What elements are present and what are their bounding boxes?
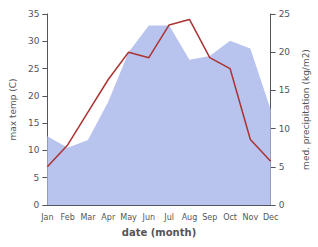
svg-text:20: 20 [28, 91, 40, 101]
svg-text:Oct: Oct [223, 213, 237, 222]
svg-text:Jul: Jul [163, 213, 174, 222]
svg-text:Nov: Nov [243, 213, 259, 222]
svg-text:Aug: Aug [182, 213, 198, 222]
svg-text:15: 15 [279, 85, 290, 95]
svg-text:30: 30 [28, 36, 40, 46]
svg-text:0: 0 [279, 200, 285, 210]
svg-text:10: 10 [279, 124, 291, 134]
svg-text:25: 25 [279, 9, 290, 19]
svg-text:5: 5 [34, 173, 40, 183]
svg-text:Jun: Jun [142, 213, 156, 222]
svg-text:Jan: Jan [40, 213, 53, 222]
svg-text:Mar: Mar [80, 213, 96, 222]
svg-text:5: 5 [279, 162, 285, 172]
svg-text:20: 20 [279, 47, 291, 57]
svg-text:10: 10 [28, 145, 40, 155]
svg-text:Sep: Sep [202, 213, 217, 222]
svg-text:25: 25 [28, 64, 39, 74]
svg-text:May: May [120, 213, 137, 222]
svg-text:date (month): date (month) [122, 227, 196, 238]
svg-text:Dec: Dec [263, 213, 278, 222]
svg-text:35: 35 [28, 9, 39, 19]
svg-text:Feb: Feb [61, 213, 75, 222]
svg-text:med. precipitation (kg/m2): med. precipitation (kg/m2) [301, 49, 311, 170]
svg-text:Apr: Apr [101, 213, 116, 222]
svg-text:15: 15 [28, 118, 39, 128]
svg-text:max temp (C): max temp (C) [8, 78, 18, 140]
svg-text:0: 0 [34, 200, 40, 210]
